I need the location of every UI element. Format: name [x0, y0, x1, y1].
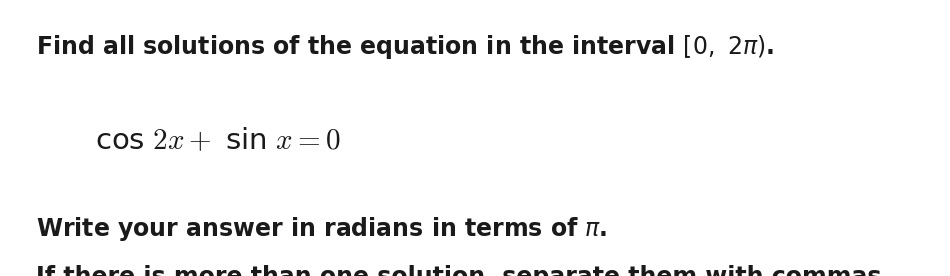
Text: If there is more than one solution, separate them with commas.: If there is more than one solution, sepa… [36, 265, 890, 276]
Text: Find all solutions of the equation in the interval $\left[0,\ 2\pi\right)$.: Find all solutions of the equation in th… [36, 33, 774, 61]
Text: Write your answer in radians in terms of $\pi$.: Write your answer in radians in terms of… [36, 215, 608, 243]
Text: $\mathregular{cos}\ 2x + \ \mathregular{sin}\ x = 0$: $\mathregular{cos}\ 2x + \ \mathregular{… [95, 127, 340, 155]
